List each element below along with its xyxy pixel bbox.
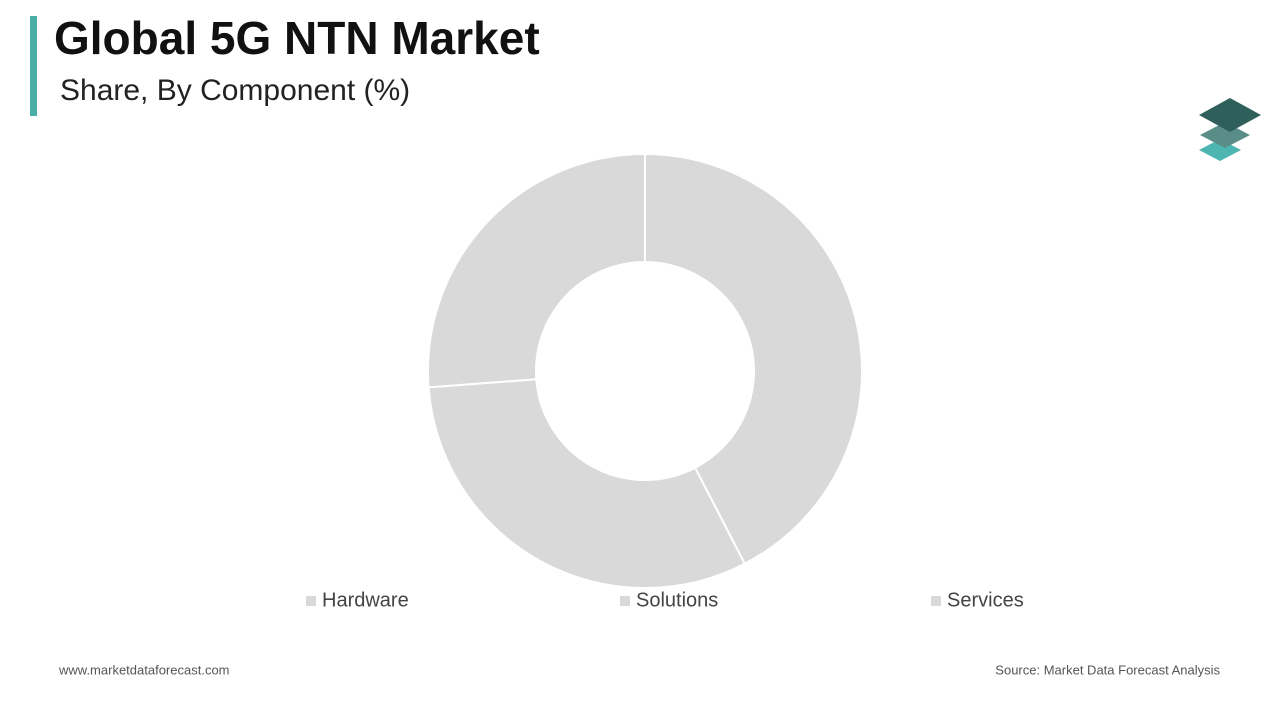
legend-label: Solutions (636, 589, 718, 611)
donut-segment (644, 152, 863, 566)
title-accent (30, 16, 37, 116)
legend-marker (306, 596, 316, 606)
donut-segment (427, 152, 646, 389)
website: www.marketdataforecast.com (58, 662, 230, 677)
donut-segment (427, 378, 747, 589)
legend-marker (620, 596, 630, 606)
chart-title: Global 5G NTN Market (54, 12, 540, 64)
legend-marker (931, 596, 941, 606)
legend-label: Hardware (322, 589, 409, 611)
chart-subtitle: Share, By Component (%) (60, 74, 410, 107)
source: Source: Market Data Forecast Analysis (995, 662, 1220, 677)
legend-label: Services (947, 589, 1024, 611)
logo (1199, 98, 1261, 161)
